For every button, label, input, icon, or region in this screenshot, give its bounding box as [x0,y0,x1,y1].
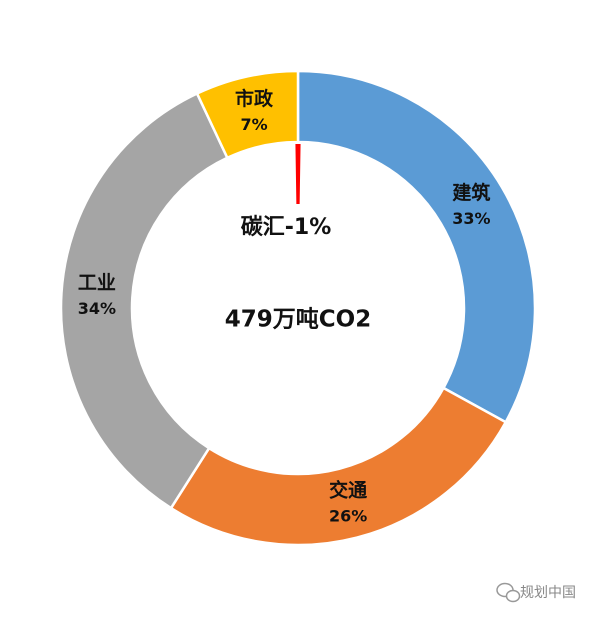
segment-label: 建筑 [452,181,490,204]
segment-value-label: 34% [78,299,116,318]
watermark-icon [505,589,521,603]
donut-segment [169,386,508,547]
segment-value-label: 33% [452,209,490,228]
segment-label: 市政 [235,87,274,110]
donut-segment [296,69,537,424]
center-text: 479万吨CO2 [225,307,371,333]
watermark-text: 规划中国 [520,585,576,601]
donut-segment [59,91,229,510]
sink-wedge [295,144,301,205]
segment-value-label: 7% [240,115,267,134]
segment-label: 工业 [78,272,116,294]
segment-label: 交通 [329,479,368,502]
sink-label: 碳汇-1% [241,215,331,240]
donut-segment [195,69,300,160]
segment-value-label: 26% [329,507,367,526]
watermark: 规划中国 [496,582,576,603]
